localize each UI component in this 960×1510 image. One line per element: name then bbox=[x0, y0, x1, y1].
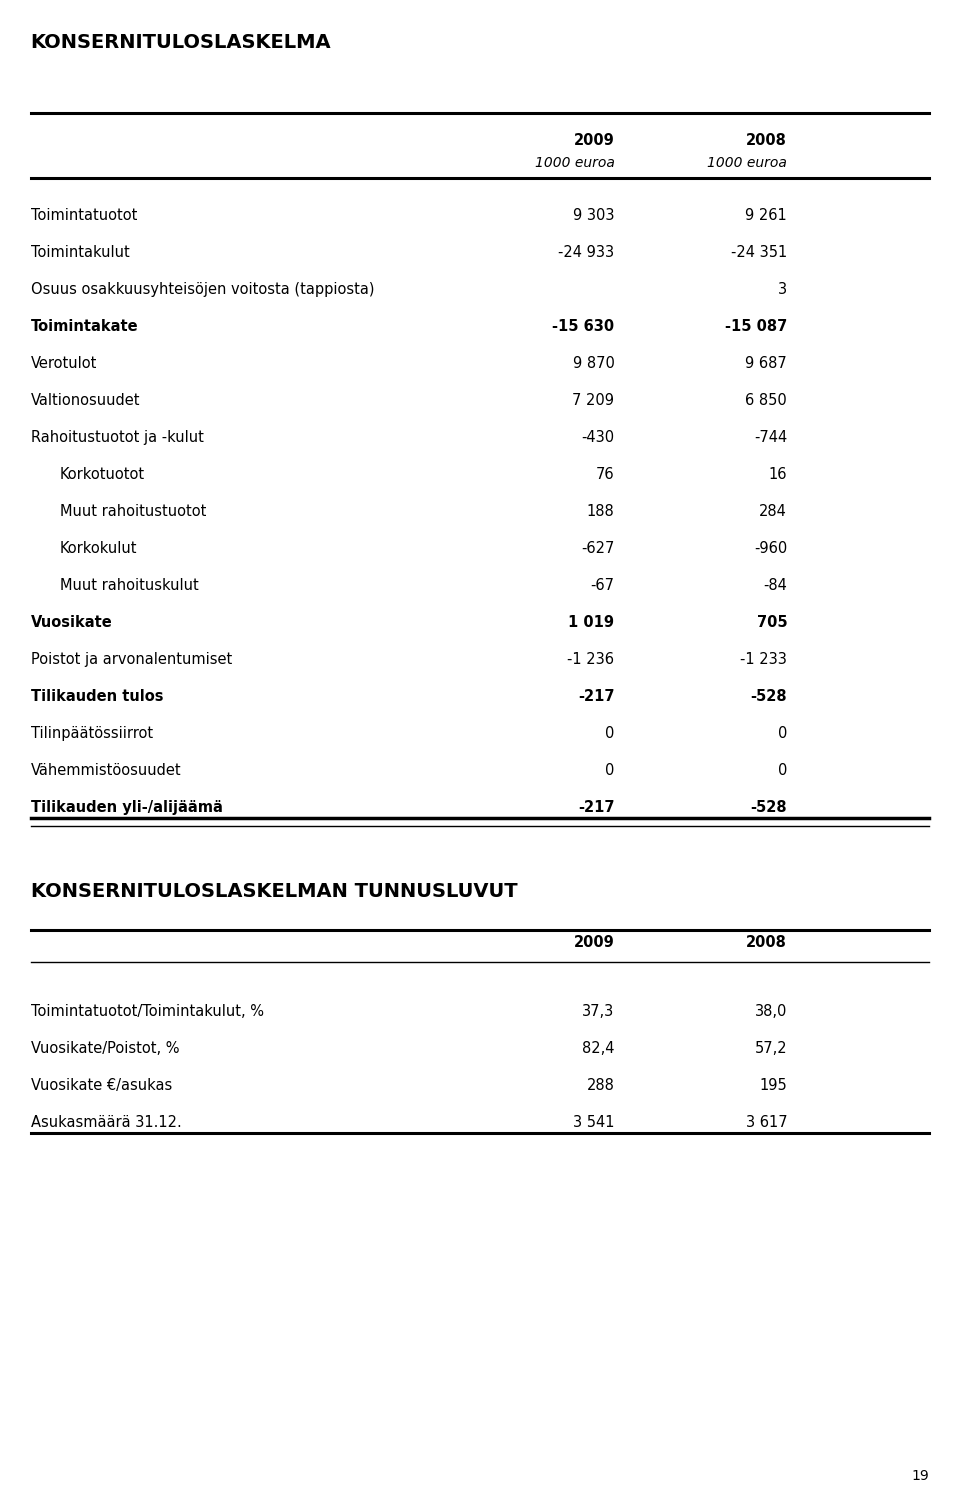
Text: -528: -528 bbox=[751, 800, 787, 815]
Text: -1 233: -1 233 bbox=[740, 652, 787, 667]
Text: Valtionosuudet: Valtionosuudet bbox=[31, 394, 140, 408]
Text: Rahoitustuotot ja -kulut: Rahoitustuotot ja -kulut bbox=[31, 430, 204, 445]
Text: 2008: 2008 bbox=[746, 935, 787, 950]
Text: 188: 188 bbox=[587, 504, 614, 519]
Text: 3 617: 3 617 bbox=[746, 1114, 787, 1129]
Text: 1 019: 1 019 bbox=[568, 616, 614, 630]
Text: 0: 0 bbox=[605, 726, 614, 741]
Text: -217: -217 bbox=[578, 800, 614, 815]
Text: -960: -960 bbox=[754, 542, 787, 556]
Text: 57,2: 57,2 bbox=[755, 1042, 787, 1055]
Text: 82,4: 82,4 bbox=[582, 1042, 614, 1055]
Text: -67: -67 bbox=[590, 578, 614, 593]
Text: Vähemmistöosuudet: Vähemmistöosuudet bbox=[31, 764, 181, 778]
Text: 3: 3 bbox=[778, 282, 787, 297]
Text: 1000 euroa: 1000 euroa bbox=[708, 156, 787, 169]
Text: -1 236: -1 236 bbox=[567, 652, 614, 667]
Text: 38,0: 38,0 bbox=[755, 1004, 787, 1019]
Text: Korkokulut: Korkokulut bbox=[60, 542, 137, 556]
Text: 0: 0 bbox=[605, 764, 614, 778]
Text: Verotulot: Verotulot bbox=[31, 356, 97, 371]
Text: Toimintakulut: Toimintakulut bbox=[31, 245, 130, 260]
Text: -744: -744 bbox=[754, 430, 787, 445]
Text: 37,3: 37,3 bbox=[582, 1004, 614, 1019]
Text: -15 087: -15 087 bbox=[725, 320, 787, 334]
Text: Toimintatuotot: Toimintatuotot bbox=[31, 208, 137, 223]
Text: KONSERNITULOSLASKELMA: KONSERNITULOSLASKELMA bbox=[31, 33, 331, 53]
Text: Muut rahoitustuotot: Muut rahoitustuotot bbox=[60, 504, 205, 519]
Text: Toimintatuotot/Toimintakulut, %: Toimintatuotot/Toimintakulut, % bbox=[31, 1004, 264, 1019]
Text: 288: 288 bbox=[587, 1078, 614, 1093]
Text: 19: 19 bbox=[912, 1469, 929, 1483]
Text: -217: -217 bbox=[578, 689, 614, 704]
Text: Korkotuotot: Korkotuotot bbox=[60, 468, 145, 482]
Text: Asukasmäärä 31.12.: Asukasmäärä 31.12. bbox=[31, 1114, 181, 1129]
Text: 9 303: 9 303 bbox=[573, 208, 614, 223]
Text: KONSERNITULOSLASKELMAN TUNNUSLUVUT: KONSERNITULOSLASKELMAN TUNNUSLUVUT bbox=[31, 882, 517, 901]
Text: Vuosikate/Poistot, %: Vuosikate/Poistot, % bbox=[31, 1042, 180, 1055]
Text: 7 209: 7 209 bbox=[572, 394, 614, 408]
Text: 195: 195 bbox=[759, 1078, 787, 1093]
Text: 9 261: 9 261 bbox=[746, 208, 787, 223]
Text: Vuosikate €/asukas: Vuosikate €/asukas bbox=[31, 1078, 172, 1093]
Text: -528: -528 bbox=[751, 689, 787, 704]
Text: Poistot ja arvonalentumiset: Poistot ja arvonalentumiset bbox=[31, 652, 232, 667]
Text: 6 850: 6 850 bbox=[746, 394, 787, 408]
Text: 2008: 2008 bbox=[746, 133, 787, 148]
Text: Tilinpäätössiirrot: Tilinpäätössiirrot bbox=[31, 726, 153, 741]
Text: Toimintakate: Toimintakate bbox=[31, 320, 138, 334]
Text: 0: 0 bbox=[778, 726, 787, 741]
Text: Tilikauden yli-/alijäämä: Tilikauden yli-/alijäämä bbox=[31, 800, 223, 815]
Text: Vuosikate: Vuosikate bbox=[31, 616, 112, 630]
Text: 1000 euroa: 1000 euroa bbox=[535, 156, 614, 169]
Text: 9 870: 9 870 bbox=[572, 356, 614, 371]
Text: 2009: 2009 bbox=[574, 935, 614, 950]
Text: 3 541: 3 541 bbox=[573, 1114, 614, 1129]
Text: Muut rahoituskulut: Muut rahoituskulut bbox=[60, 578, 199, 593]
Text: 284: 284 bbox=[759, 504, 787, 519]
Text: 2009: 2009 bbox=[574, 133, 614, 148]
Text: Tilikauden tulos: Tilikauden tulos bbox=[31, 689, 163, 704]
Text: 16: 16 bbox=[769, 468, 787, 482]
Text: 9 687: 9 687 bbox=[746, 356, 787, 371]
Text: -24 351: -24 351 bbox=[731, 245, 787, 260]
Text: 76: 76 bbox=[596, 468, 614, 482]
Text: 705: 705 bbox=[756, 616, 787, 630]
Text: 0: 0 bbox=[778, 764, 787, 778]
Text: Osuus osakkuusyhteisöjen voitosta (tappiosta): Osuus osakkuusyhteisöjen voitosta (tappi… bbox=[31, 282, 374, 297]
Text: -15 630: -15 630 bbox=[552, 320, 614, 334]
Text: -627: -627 bbox=[581, 542, 614, 556]
Text: -430: -430 bbox=[581, 430, 614, 445]
Text: -24 933: -24 933 bbox=[559, 245, 614, 260]
Text: -84: -84 bbox=[763, 578, 787, 593]
